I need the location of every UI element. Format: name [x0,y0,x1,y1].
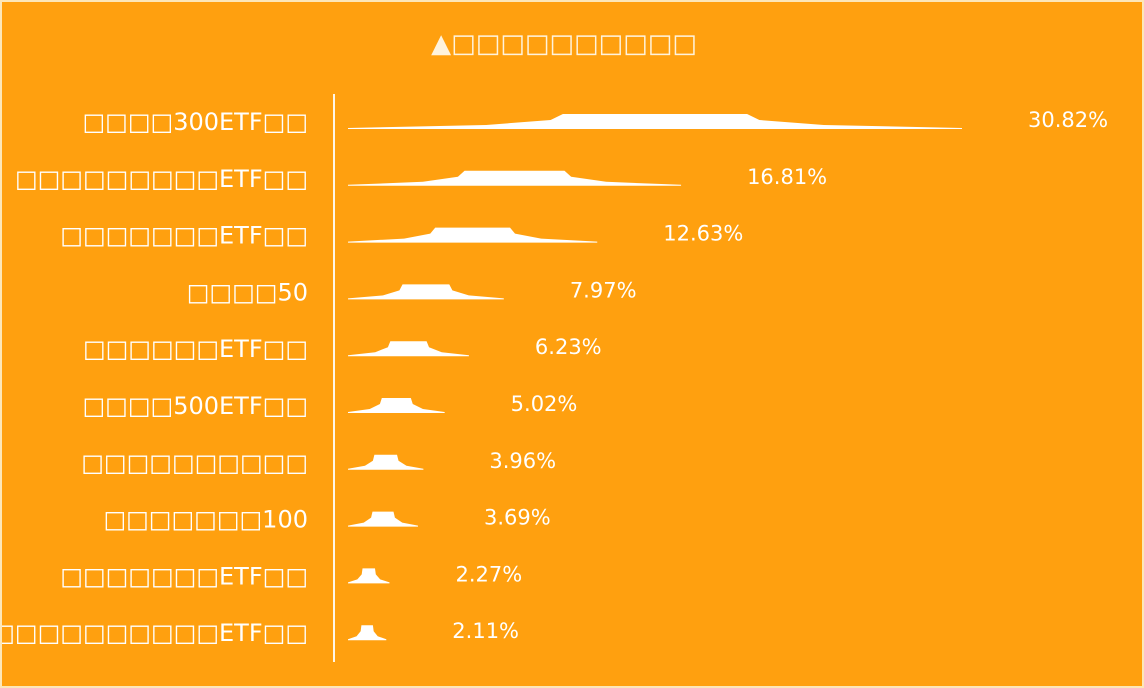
bar [348,284,504,300]
category-label: □□□□500ETF□□ [83,392,309,420]
value-label: 7.97% [570,278,637,302]
value-label: 3.69% [484,506,551,530]
bars-group: □□□□300ETF□□ 30.82% □□□□□□□□□ETF□□ 16.81% □□… [2,108,1108,647]
value-label: 5.02% [511,392,578,416]
value-label: 2.27% [456,562,523,586]
value-label: 6.23% [535,335,602,359]
bar [348,114,962,129]
value-label: 3.96% [489,449,556,473]
bar [348,511,418,527]
bar [348,625,387,641]
category-label: □□□□□□□□□□ETF□□ [2,619,308,647]
category-label: □□□□300ETF□□ [83,108,309,136]
bar [348,454,424,470]
value-label: 16.81% [747,165,827,189]
category-label: □□□□□□□□□□ [81,449,308,477]
bar [348,341,469,357]
value-label: 30.82% [1028,108,1108,132]
chart-title: ▲□□□□□□□□□□ [431,29,697,59]
value-label: 12.63% [663,222,743,246]
category-label: □□□□□□□ETF□□ [60,222,308,250]
category-label: □□□□□□□ETF□□ [60,562,308,590]
category-label: □□□□□□□100 [103,506,308,534]
category-label: □□□□□□□□□ETF□□ [15,165,308,193]
bar [348,170,682,186]
bar [348,568,390,584]
category-label: □□□□□□ETF□□ [83,335,308,363]
bar [348,398,445,413]
bar [348,227,598,243]
category-label: □□□□50 [187,278,308,306]
value-label: 2.11% [452,619,519,643]
